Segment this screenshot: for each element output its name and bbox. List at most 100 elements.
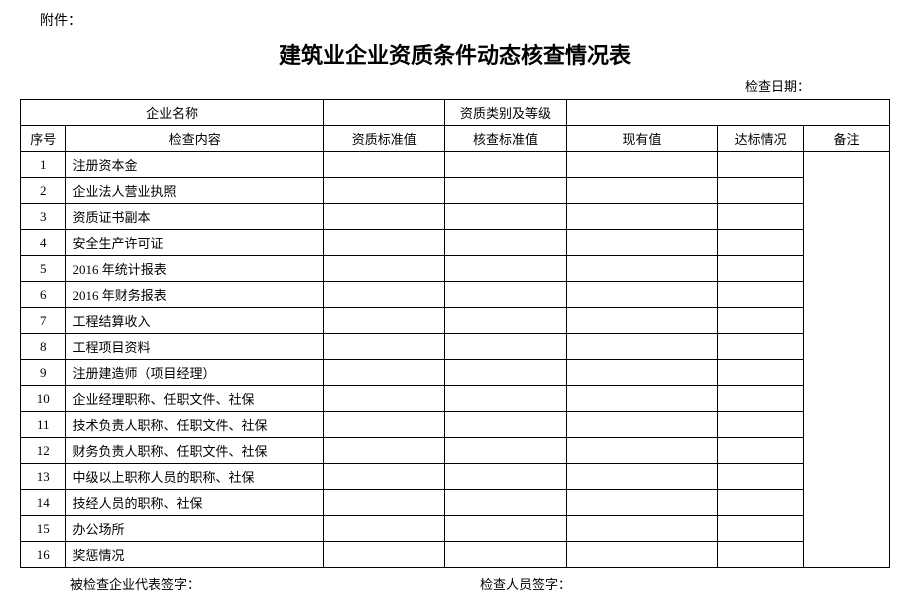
company-name-label: 企业名称: [21, 100, 324, 126]
signature-inspector: 检查人员签字：: [480, 574, 571, 593]
cell-status: [718, 308, 804, 334]
cell-seq: 8: [21, 334, 66, 360]
check-date-label: 检查日期：: [20, 76, 810, 95]
cell-seq: 7: [21, 308, 66, 334]
cell-status: [718, 438, 804, 464]
cell-check-value: [445, 490, 566, 516]
cell-seq: 16: [21, 542, 66, 568]
cell-check-value: [445, 256, 566, 282]
cell-content: 2016 年财务报表: [66, 282, 324, 308]
attachment-label: 附件：: [40, 10, 890, 30]
cell-seq: 2: [21, 178, 66, 204]
cell-content: 工程结算收入: [66, 308, 324, 334]
cell-status: [718, 490, 804, 516]
cell-check-value: [445, 386, 566, 412]
cell-seq: 6: [21, 282, 66, 308]
cell-remark: [804, 152, 890, 568]
signature-company: 被检查企业代表签字：: [70, 574, 200, 593]
cell-check-value: [445, 412, 566, 438]
cell-content: 工程项目资料: [66, 334, 324, 360]
cell-std-value: [324, 230, 445, 256]
qual-type-label: 资质类别及等级: [445, 100, 566, 126]
cell-check-value: [445, 360, 566, 386]
cell-seq: 4: [21, 230, 66, 256]
cell-check-value: [445, 152, 566, 178]
cell-std-value: [324, 490, 445, 516]
cell-content: 企业法人营业执照: [66, 178, 324, 204]
cell-current-value: [566, 438, 718, 464]
cell-check-value: [445, 516, 566, 542]
cell-seq: 14: [21, 490, 66, 516]
cell-check-value: [445, 204, 566, 230]
cell-current-value: [566, 282, 718, 308]
col-content-header: 检查内容: [66, 126, 324, 152]
cell-current-value: [566, 152, 718, 178]
table-row: 13中级以上职称人员的职称、社保: [21, 464, 890, 490]
cell-std-value: [324, 542, 445, 568]
cell-current-value: [566, 204, 718, 230]
table-row: 12财务负责人职称、任职文件、社保: [21, 438, 890, 464]
table-row: 10企业经理职称、任职文件、社保: [21, 386, 890, 412]
cell-current-value: [566, 256, 718, 282]
cell-std-value: [324, 386, 445, 412]
cell-status: [718, 178, 804, 204]
cell-check-value: [445, 178, 566, 204]
cell-status: [718, 152, 804, 178]
cell-current-value: [566, 516, 718, 542]
cell-current-value: [566, 386, 718, 412]
table-row: 3资质证书副本: [21, 204, 890, 230]
cell-status: [718, 516, 804, 542]
table-row: 14技经人员的职称、社保: [21, 490, 890, 516]
cell-status: [718, 334, 804, 360]
footer: 被检查企业代表签字： 检查人员签字：: [20, 574, 890, 593]
cell-check-value: [445, 282, 566, 308]
cell-status: [718, 204, 804, 230]
cell-current-value: [566, 542, 718, 568]
cell-status: [718, 412, 804, 438]
col-check-header: 核查标准值: [445, 126, 566, 152]
table-row: 16奖惩情况: [21, 542, 890, 568]
cell-current-value: [566, 360, 718, 386]
cell-current-value: [566, 490, 718, 516]
table-row: 15办公场所: [21, 516, 890, 542]
cell-check-value: [445, 308, 566, 334]
cell-std-value: [324, 334, 445, 360]
cell-content: 奖惩情况: [66, 542, 324, 568]
table-row: 52016 年统计报表: [21, 256, 890, 282]
cell-seq: 1: [21, 152, 66, 178]
cell-status: [718, 464, 804, 490]
company-name-value: [324, 100, 445, 126]
page-title: 建筑业企业资质条件动态核查情况表: [20, 38, 890, 70]
cell-std-value: [324, 256, 445, 282]
header-row-2: 序号 检查内容 资质标准值 核查标准值 现有值 达标情况 备注: [21, 126, 890, 152]
cell-current-value: [566, 308, 718, 334]
cell-status: [718, 360, 804, 386]
table-row: 4安全生产许可证: [21, 230, 890, 256]
cell-std-value: [324, 178, 445, 204]
cell-std-value: [324, 152, 445, 178]
inspection-table: 企业名称 资质类别及等级 序号 检查内容 资质标准值 核查标准值 现有值 达标情…: [20, 99, 890, 568]
table-row: 1注册资本金: [21, 152, 890, 178]
cell-content: 2016 年统计报表: [66, 256, 324, 282]
cell-content: 资质证书副本: [66, 204, 324, 230]
cell-seq: 5: [21, 256, 66, 282]
cell-check-value: [445, 542, 566, 568]
table-row: 62016 年财务报表: [21, 282, 890, 308]
cell-current-value: [566, 412, 718, 438]
cell-check-value: [445, 334, 566, 360]
cell-content: 注册建造师（项目经理）: [66, 360, 324, 386]
cell-current-value: [566, 464, 718, 490]
cell-current-value: [566, 334, 718, 360]
header-row-1: 企业名称 资质类别及等级: [21, 100, 890, 126]
col-remark-header: 备注: [804, 126, 890, 152]
cell-seq: 10: [21, 386, 66, 412]
cell-std-value: [324, 438, 445, 464]
cell-std-value: [324, 412, 445, 438]
cell-content: 企业经理职称、任职文件、社保: [66, 386, 324, 412]
cell-content: 注册资本金: [66, 152, 324, 178]
table-row: 11技术负责人职称、任职文件、社保: [21, 412, 890, 438]
cell-seq: 11: [21, 412, 66, 438]
col-current-header: 现有值: [566, 126, 718, 152]
cell-check-value: [445, 438, 566, 464]
table-row: 9注册建造师（项目经理）: [21, 360, 890, 386]
